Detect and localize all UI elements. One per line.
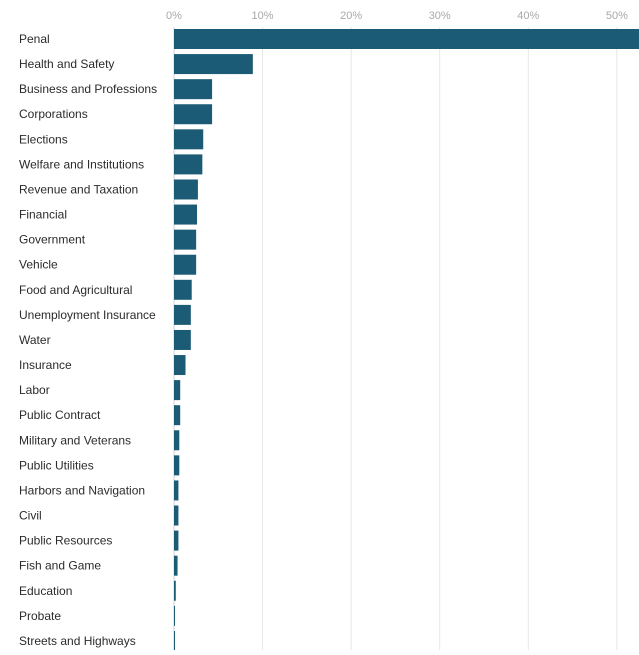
category-label: Health and Safety bbox=[19, 57, 114, 71]
x-tick-label: 10% bbox=[252, 10, 274, 22]
bar bbox=[174, 555, 178, 576]
category-label: Civil bbox=[19, 509, 42, 523]
bar bbox=[174, 505, 179, 526]
grid-layer bbox=[173, 27, 618, 650]
bar bbox=[174, 530, 179, 551]
bar bbox=[174, 54, 253, 75]
x-tick-label: 0% bbox=[166, 10, 182, 22]
x-tick-label: 40% bbox=[517, 10, 539, 22]
category-label: Unemployment Insurance bbox=[19, 308, 156, 322]
category-label: Public Utilities bbox=[19, 458, 94, 472]
x-axis-ticks: 0% 10% 20% 30% 40% 50% bbox=[166, 10, 628, 22]
x-tick-label: 50% bbox=[606, 10, 628, 22]
bar bbox=[174, 279, 192, 300]
category-label: Welfare and Institutions bbox=[19, 157, 144, 171]
bar bbox=[174, 129, 204, 150]
x-tick-label: 20% bbox=[340, 10, 362, 22]
category-label: Food and Agricultural bbox=[19, 283, 132, 297]
bar bbox=[174, 405, 181, 426]
bar bbox=[174, 304, 191, 325]
bar bbox=[174, 380, 181, 401]
bar bbox=[174, 104, 213, 125]
category-label: Public Resources bbox=[19, 534, 112, 548]
category-label: Streets and Highways bbox=[19, 634, 136, 648]
category-label: Labor bbox=[19, 383, 50, 397]
category-label: Harbors and Navigation bbox=[19, 483, 145, 497]
bar bbox=[174, 455, 180, 476]
category-label: Revenue and Taxation bbox=[19, 182, 138, 196]
bars bbox=[174, 29, 639, 651]
category-label: Education bbox=[19, 584, 72, 598]
bar bbox=[174, 355, 186, 376]
bar bbox=[174, 605, 175, 626]
category-label: Water bbox=[19, 333, 51, 347]
category-label: Vehicle bbox=[19, 258, 58, 272]
bar bbox=[174, 229, 197, 250]
category-label: Corporations bbox=[19, 107, 88, 121]
bar bbox=[174, 630, 175, 651]
bar bbox=[174, 430, 180, 451]
bar bbox=[174, 79, 213, 100]
category-label: Probate bbox=[19, 609, 61, 623]
category-label: Financial bbox=[19, 208, 67, 222]
bar bbox=[174, 154, 203, 175]
category-labels: Penal Health and Safety Business and Profe… bbox=[19, 32, 157, 648]
bar bbox=[174, 204, 198, 225]
category-label: Public Contract bbox=[19, 408, 101, 422]
category-label: Fish and Game bbox=[19, 559, 101, 573]
category-label: Government bbox=[19, 233, 86, 247]
bar bbox=[174, 179, 198, 200]
x-tick-label: 30% bbox=[429, 10, 451, 22]
category-label: Insurance bbox=[19, 358, 72, 372]
bar bbox=[174, 29, 639, 49]
bar bbox=[174, 329, 191, 350]
bar bbox=[174, 580, 176, 601]
category-label: Elections bbox=[19, 132, 68, 146]
bar bbox=[174, 480, 179, 501]
category-label: Military and Veterans bbox=[19, 433, 131, 447]
category-label: Business and Professions bbox=[19, 82, 157, 96]
category-label: Penal bbox=[19, 32, 50, 46]
bar bbox=[174, 254, 197, 275]
